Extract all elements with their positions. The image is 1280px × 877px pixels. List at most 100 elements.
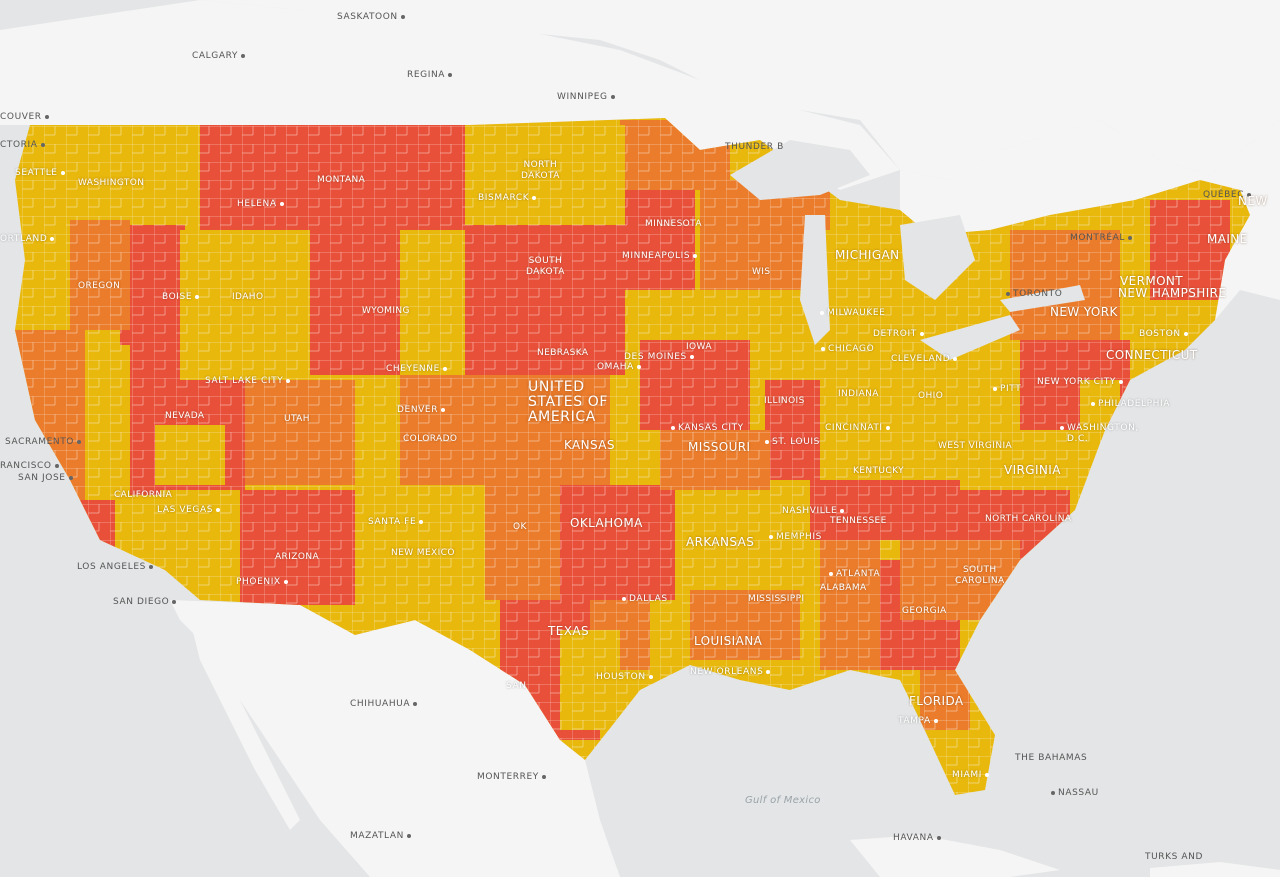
state-label-new-mexico: NEW MEXICO — [391, 548, 455, 558]
city-label-san-antonio: SAN — [506, 681, 527, 691]
state-label-montana: MONTANA — [317, 175, 366, 185]
city-label-omaha: OMAHA — [597, 362, 644, 373]
state-label-colorado: COLORADO — [403, 434, 458, 444]
city-label-new-orleans: NEW ORLEANS — [690, 667, 773, 678]
city-label-thunder-bay: THUNDER B — [725, 142, 784, 152]
city-label-las-vegas: LAS VEGAS — [157, 505, 223, 516]
state-label-washington: WASHINGTON — [78, 178, 145, 188]
state-label-virginia: VIRGINIA — [1004, 463, 1061, 477]
city-label-st-louis: ST. LOUIS — [762, 437, 820, 448]
great-lakes — [730, 140, 1085, 360]
country-label-bahamas: THE BAHAMAS — [1015, 753, 1088, 763]
city-label-sacramento: SACRAMENTO — [5, 437, 84, 448]
city-label-memphis: MEMPHIS — [766, 532, 822, 543]
state-label-kentucky: KENTUCKY — [853, 466, 904, 476]
state-label-wyoming: WYOMING — [362, 306, 410, 316]
state-label-michigan: MICHIGAN — [835, 248, 900, 262]
state-label-indiana: INDIANA — [838, 389, 879, 399]
state-label-utah: UTAH — [284, 414, 310, 424]
state-label-alabama: ALABAMA — [820, 583, 867, 593]
city-label-regina: REGINA — [407, 70, 455, 81]
mexico-land — [170, 600, 620, 877]
water-label-gulf: Gulf of Mexico — [745, 795, 821, 806]
city-label-cleveland: CLEVELAND — [891, 354, 960, 365]
quebec-land — [900, 120, 1280, 320]
city-label-bismarck: BISMARCK — [478, 193, 539, 204]
state-label-south-dakota: SOUTH DAKOTA — [526, 256, 565, 277]
city-label-victoria: CTORIA — [0, 140, 48, 151]
city-label-tampa: TAMPA — [898, 716, 941, 727]
city-label-vancouver: COUVER — [0, 112, 52, 123]
city-label-calgary: CALGARY — [192, 51, 248, 62]
city-label-philadelphia: PHILADELPHIA — [1088, 399, 1170, 410]
city-label-mazatlan: MAZATLAN — [350, 831, 414, 842]
city-label-cheyenne: CHEYENNE — [386, 364, 450, 375]
caribbean-land — [1150, 862, 1280, 877]
state-label-iowa: IOWA — [686, 342, 712, 352]
city-label-kansas-city: KANSAS CITY — [668, 423, 744, 434]
state-label-arkansas: ARKANSAS — [686, 535, 755, 549]
city-label-boston: BOSTON — [1139, 329, 1191, 340]
city-label-pittsburgh: PITT — [990, 384, 1021, 395]
state-label-louisiana: LOUISIANA — [694, 634, 763, 648]
state-label-wisconsin: WIS — [752, 267, 771, 277]
city-label-des-moines: DES MOINES — [624, 352, 697, 363]
lake-huron — [900, 215, 975, 300]
city-label-dallas: DALLAS — [619, 594, 668, 605]
state-label-west-virginia: WEST VIRGINIA — [938, 441, 1013, 451]
state-label-north-dakota: NORTH DAKOTA — [521, 160, 560, 181]
city-label-winnipeg: WINNIPEG — [557, 92, 618, 103]
state-label-vermont: VERMONT — [1120, 274, 1184, 288]
state-label-california: CALIFORNIA — [114, 490, 173, 500]
city-label-santa-fe: SANTA FE — [368, 517, 426, 528]
state-label-arizona: ARIZONA — [275, 552, 320, 562]
city-label-new-york-city: NEW YORK CITY — [1037, 377, 1126, 388]
country-label-turks: TURKS AND — [1145, 852, 1204, 862]
state-label-new-brunswick: NEW — [1238, 194, 1268, 208]
city-label-portland: ORTLAND — [0, 234, 57, 245]
country-label-line-3: AMERICA — [528, 409, 596, 425]
city-label-chihuahua: CHIHUAHUA — [350, 699, 420, 710]
state-label-georgia: GEORGIA — [902, 606, 947, 616]
state-label-ok: OK — [513, 522, 527, 532]
country-label-line-2: STATES OF — [528, 394, 609, 410]
city-label-houston: HOUSTON — [596, 672, 656, 683]
city-label-minneapolis: MINNEAPOLIS — [622, 251, 700, 262]
city-label-helena: HELENA — [237, 199, 287, 210]
city-label-chicago: CHICAGO — [818, 344, 874, 355]
city-label-quebec: QUÉBEC — [1203, 190, 1254, 201]
state-label-ohio: OHIO — [918, 391, 944, 401]
state-label-florida: FLORIDA — [909, 694, 964, 708]
city-label-denver: DENVER — [397, 405, 448, 416]
lake-erie — [920, 315, 1020, 360]
city-label-nashville: NASHVILLE — [782, 506, 847, 517]
city-label-boise: BOISE — [162, 292, 202, 303]
city-label-phoenix: PHOENIX — [236, 577, 291, 588]
city-label-saskatoon: SASKATOON — [337, 12, 408, 23]
state-label-minnesota: MINNESOTA — [645, 219, 702, 229]
city-label-monterrey: MONTERREY — [477, 772, 549, 783]
baja-land — [185, 600, 300, 830]
city-label-san-francisco: RANCISCO — [0, 461, 62, 472]
state-label-maine: MAINE — [1207, 232, 1248, 246]
state-label-south-carolina: SOUTH CAROLINA — [955, 565, 1005, 586]
country-label-line-1: UNITED — [528, 379, 585, 395]
state-label-new-york: NEW YORK — [1050, 305, 1118, 319]
state-label-idaho: IDAHO — [232, 292, 264, 302]
us-choropleth — [15, 118, 1250, 795]
city-label-montreal: MONTRÉAL — [1070, 233, 1135, 244]
city-label-toronto: TORONTO — [1003, 289, 1062, 300]
city-label-washington-dc: WASHINGTON, D.C. — [1057, 423, 1139, 445]
state-label-illinois: ILLINOIS — [764, 396, 805, 406]
canada-land — [0, 0, 1280, 180]
state-label-tennessee: TENNESSEE — [830, 516, 887, 526]
city-label-san-jose: SAN JOSE — [18, 473, 76, 484]
state-label-nevada: NEVADA — [165, 411, 205, 421]
canada-south-land — [0, 0, 900, 190]
city-label-nassau: NASSAU — [1048, 788, 1099, 799]
city-label-san-diego: SAN DIEGO — [113, 597, 179, 608]
state-label-mississippi: MISSISSIPPI — [748, 594, 805, 604]
